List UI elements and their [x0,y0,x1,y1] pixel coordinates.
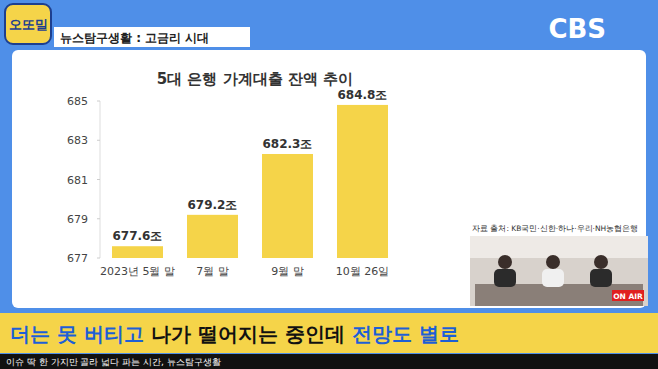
source-note: 자료 출처: KB국민·신한·하나·우리·NH농협은행 [472,224,638,233]
host-body [542,269,564,287]
background [0,0,658,369]
on-air-tag [612,290,644,301]
y-tick [97,140,100,141]
bar [337,105,388,258]
chart-title: 5대 은행 가계대출 잔액 추이 [157,70,353,88]
ticker: 이슈 딱 한 가지만 골라 넓다 파는 시간, 뉴스탐구생활 [6,357,221,367]
caption-segment: 나가 떨어지는 중인데 [144,322,352,346]
ticker-band [0,354,658,369]
studio-wall [470,236,648,258]
x-tick-label: 7월 말 [196,265,229,278]
host-body [494,269,516,287]
y-tick [97,258,100,259]
caption: 더는 못 버티고 나가 떨어지는 중인데 전망도 별로 [10,322,459,346]
y-tick [97,218,100,219]
y-tick-label: 683 [67,134,88,147]
segment-title: 뉴스탐구생활 : 고금리 시대 [60,31,209,45]
studio-desk [475,284,643,306]
channel-logo: CBS [548,14,606,44]
y-tick-label: 685 [67,95,88,108]
screen: 오또밀뉴스탐구생활 : 고금리 시대 CBS 5대 은행 가계대출 잔액 추이 677… [0,0,658,369]
y-tick-label: 677 [67,252,88,265]
bar [262,154,313,258]
caption-band [0,313,658,353]
y-tick [97,101,100,102]
on-air-text: ON AIR [613,292,643,301]
bar [112,246,163,258]
y-tick [97,179,100,180]
x-tick-label: 2023년 5월 말 [100,265,175,278]
x-tick-label: 9월 말 [271,265,304,278]
logo-box [5,4,51,44]
x-tick-label: 10월 26일 [336,265,390,278]
data-label: 684.8조 [338,88,388,102]
caption-segment: 더는 못 버티고 [10,322,144,346]
host-body [590,269,612,287]
host-head [546,255,560,269]
bars [112,105,388,258]
host-head [498,255,512,269]
studio-inset [470,236,648,306]
data-label: 682.3조 [263,137,313,151]
chart-panel [12,50,646,308]
logo: 오또밀 [9,17,48,32]
segment-box [54,27,250,47]
bar [187,215,238,258]
caption-segment: 전망도 별로 [352,322,459,346]
y-tick-label: 681 [67,174,88,187]
y-tick-label: 679 [67,213,88,226]
data-label: 679.2조 [188,198,238,212]
host-head [594,255,608,269]
data-label: 677.6조 [113,229,163,243]
